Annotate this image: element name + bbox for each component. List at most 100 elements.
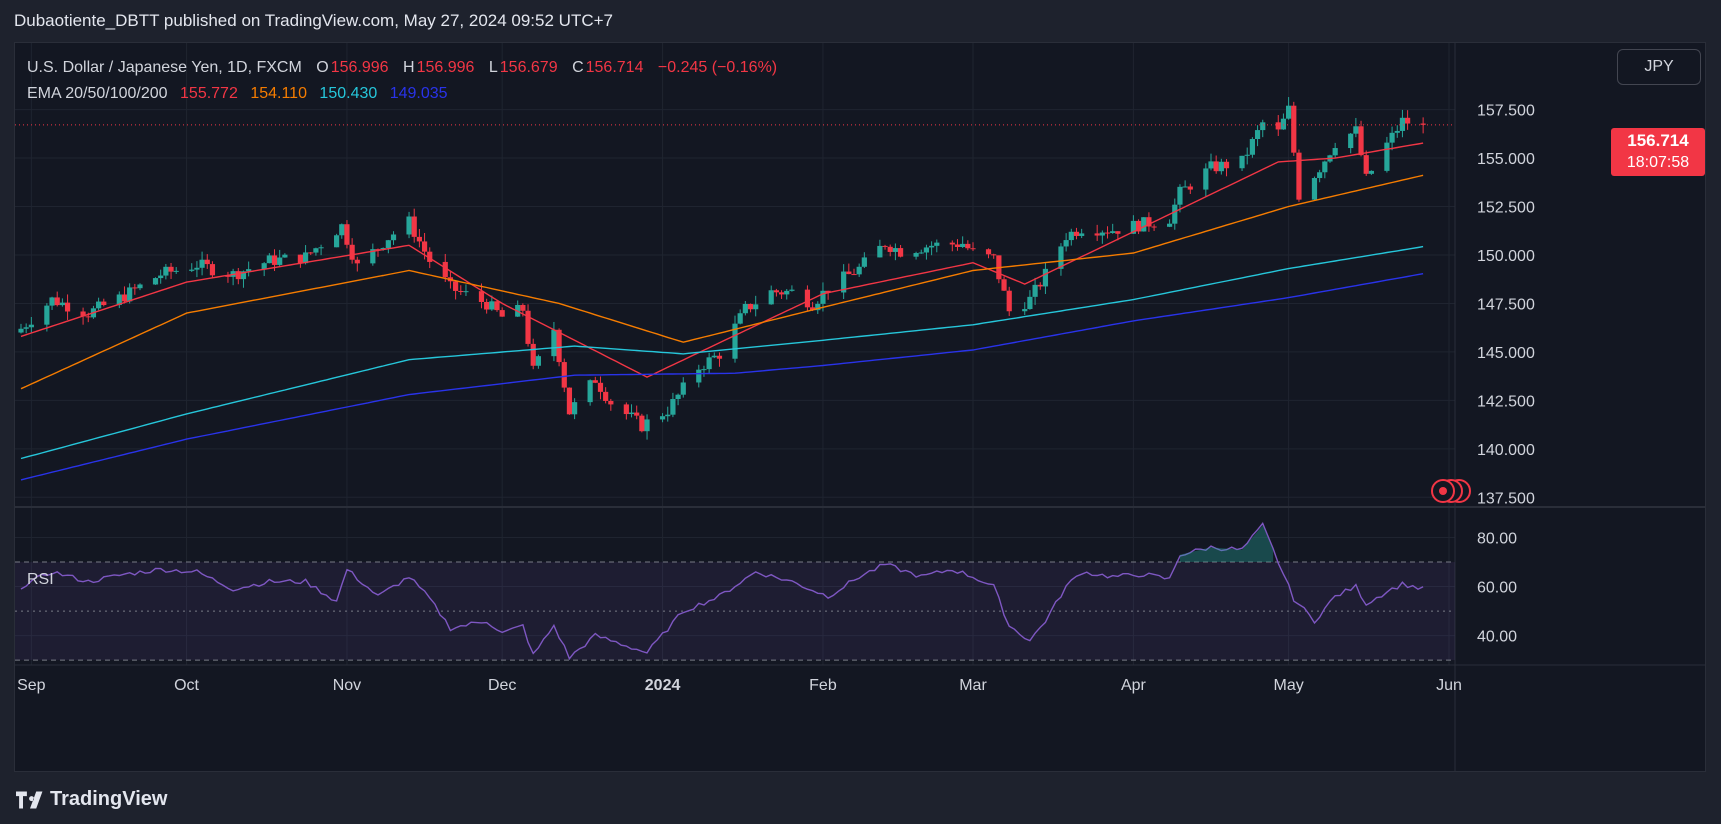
candle-body: [1275, 122, 1281, 130]
candle-body: [913, 253, 919, 257]
alert-icon-dot: [1439, 487, 1447, 495]
candle-body: [949, 242, 955, 245]
candle-body: [608, 400, 614, 405]
candle-body: [101, 301, 107, 306]
candle-body: [1146, 217, 1152, 227]
time-axis-label: Jun: [1436, 677, 1462, 694]
candle-body: [127, 287, 133, 302]
ema20-line: [20, 142, 1424, 378]
ema-label[interactable]: EMA 20/50/100/200: [27, 85, 168, 102]
candle-body: [597, 382, 604, 392]
candle-body: [235, 271, 241, 280]
time-axis-label: Oct: [174, 677, 199, 694]
price-axis-label: 140.000: [1477, 442, 1535, 459]
candle-body: [1322, 161, 1328, 173]
candle-body: [313, 248, 319, 253]
chart-panel[interactable]: 157.500 155.000 152.500 150.000 147.500 145.0…: [14, 42, 1706, 772]
candle-body: [954, 244, 961, 247]
rsi-axis-label: 60.00: [1477, 580, 1517, 597]
candle-body: [1177, 186, 1183, 205]
candle-body: [1394, 130, 1400, 133]
chart-canvas[interactable]: 157.500 155.000 152.500 150.000 147.500 145.0…: [15, 43, 1705, 771]
rsi-label[interactable]: RSI: [27, 571, 54, 588]
candle-body: [1073, 231, 1080, 236]
candle-body: [923, 247, 930, 253]
candle-body: [825, 290, 831, 293]
candle-body: [478, 291, 485, 302]
low-label: L: [488, 59, 498, 76]
candle-body: [551, 329, 557, 357]
currency-button[interactable]: JPY: [1617, 49, 1701, 85]
candle-body: [789, 289, 795, 291]
candle-body: [520, 304, 526, 311]
candle-body: [804, 289, 811, 308]
candle-body: [1063, 240, 1069, 247]
candle-body: [1286, 105, 1292, 119]
candle-body: [1358, 126, 1364, 156]
candle-body: [737, 313, 743, 324]
candle-body: [168, 266, 174, 272]
candle-body: [711, 355, 717, 358]
candle-body: [173, 270, 179, 272]
candle-body: [659, 416, 666, 420]
candle-body: [194, 267, 200, 270]
open-label: O: [316, 59, 329, 76]
candle-body: [44, 305, 50, 325]
candle-body: [1311, 178, 1318, 200]
candle-body: [970, 248, 976, 250]
candle-body: [334, 235, 340, 248]
candle-body: [861, 257, 867, 267]
candle-body: [716, 355, 723, 359]
candle-body: [530, 343, 536, 366]
candle-body: [266, 255, 272, 264]
candle-body: [773, 290, 779, 293]
candle-body: [680, 382, 686, 395]
candle-body: [1353, 126, 1359, 134]
candle-body: [815, 303, 821, 311]
candle-body: [28, 324, 34, 328]
candle-body: [929, 245, 935, 248]
candle-body: [623, 404, 629, 415]
price-axis-label: 145.000: [1477, 345, 1535, 362]
candle-body: [225, 275, 231, 277]
price-axis-label: 157.500: [1477, 103, 1535, 120]
symbol-title[interactable]: U.S. Dollar / Japanese Yen, 1D, FXCM: [27, 59, 302, 76]
candle-body: [484, 301, 490, 310]
high-value: 156.996: [416, 59, 475, 76]
footer-brand[interactable]: TradingView: [16, 788, 167, 811]
candle-body: [277, 257, 283, 265]
candle-body: [339, 224, 345, 236]
candle-body: [525, 310, 531, 344]
candle-body: [1368, 170, 1374, 174]
candle-body: [1130, 220, 1136, 234]
candle-body: [1167, 223, 1173, 227]
candle-body: [463, 291, 469, 293]
candle-body: [370, 249, 376, 264]
candle-body: [380, 248, 386, 250]
rsi-overbought-fill: [1180, 525, 1274, 562]
candle-body: [696, 369, 702, 383]
candle-body: [411, 216, 417, 237]
candle-body: [199, 259, 205, 268]
candle-body: [851, 274, 857, 276]
candle-body: [1135, 220, 1142, 232]
high-label: H: [403, 59, 415, 76]
candle-body: [1141, 217, 1147, 232]
candle-body: [116, 294, 122, 306]
candle-body: [158, 275, 164, 279]
candle-body: [572, 402, 578, 415]
candle-body: [499, 310, 505, 317]
candle-body: [302, 252, 309, 264]
candle-body: [1068, 231, 1074, 241]
candle-body: [1348, 133, 1354, 149]
candle-body: [489, 301, 495, 310]
candle-body: [556, 329, 562, 363]
price-axis-label: 155.000: [1477, 151, 1535, 168]
candle-body: [742, 303, 748, 314]
candle-body: [261, 263, 267, 270]
candle-body: [458, 290, 464, 292]
candle-body: [375, 249, 381, 251]
candle-body: [634, 412, 640, 416]
candle-body: [1022, 309, 1028, 312]
candle-body: [1296, 152, 1302, 200]
